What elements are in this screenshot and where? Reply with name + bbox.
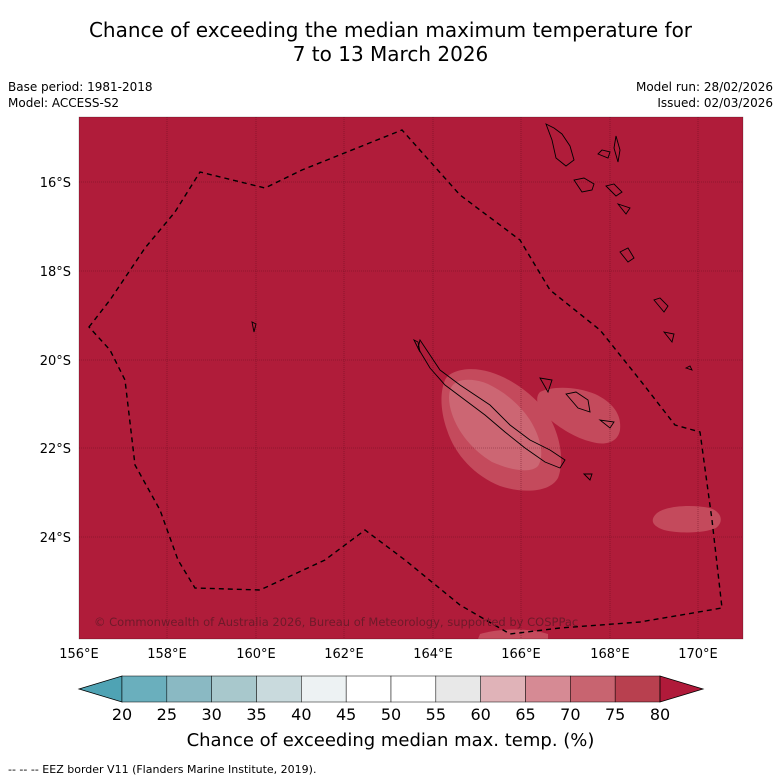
model-name: Model: ACCESS-S2 [8, 96, 120, 110]
colorbar-tick-label: 60 [470, 705, 490, 724]
colorbar-segment [480, 675, 526, 703]
colorbar-segment [614, 675, 661, 703]
colorbar-segment [256, 675, 302, 703]
longitude-labels: 156°E 158°E 160°E 162°E 164°E 166°E 168°… [59, 647, 718, 662]
probability-patches [441, 369, 721, 639]
colorbar-segment [570, 675, 616, 703]
title-line-2: 7 to 13 March 2026 [292, 42, 489, 66]
colorbar-tick-label: 55 [426, 705, 446, 724]
colorbar-extend-low [77, 675, 123, 703]
colorbar-tick-label: 30 [201, 705, 221, 724]
colorbar-segment [390, 675, 437, 703]
lon-tick: 162°E [324, 647, 364, 662]
colorbar-tick-label: 35 [246, 705, 266, 724]
colorbar-segment [121, 675, 168, 703]
colorbar-extend-high [659, 675, 705, 703]
lon-tick: 166°E [501, 647, 541, 662]
colorbar-tick-label: 20 [112, 705, 132, 724]
meta-right: Model run: 28/02/2026 Issued: 02/03/2026 [636, 79, 773, 111]
lon-tick: 160°E [236, 647, 276, 662]
colorbar-tick-label: 75 [605, 705, 625, 724]
lat-tick: 18°S [40, 265, 71, 280]
meta-left: Base period: 1981-2018 Model: ACCESS-S2 [8, 79, 153, 111]
model-run: Model run: 28/02/2026 [635, 80, 773, 94]
lat-tick: 22°S [40, 442, 71, 457]
colorbar-segment [435, 675, 481, 703]
base-period: Base period: 1981-2018 [8, 80, 153, 94]
colorbar: 20 25 30 35 40 45 50 55 60 65 70 75 80 [77, 675, 705, 724]
lon-tick: 158°E [147, 647, 187, 662]
coastlines [251, 123, 693, 481]
lat-tick: 16°S [40, 176, 71, 191]
colorbar-title: Chance of exceeding median max. temp. (%… [186, 730, 595, 751]
colorbar-tick-label: 70 [560, 705, 580, 724]
lon-tick: 164°E [413, 647, 453, 662]
eez-footnote: -- -- -- EEZ border V11 (Flanders Marine… [8, 763, 317, 776]
colorbar-tick-label: 80 [650, 705, 670, 724]
lon-tick: 168°E [590, 647, 630, 662]
lon-tick: 156°E [59, 647, 99, 662]
map-frame [78, 116, 744, 640]
colorbar-segment [525, 675, 571, 703]
colorbar-tick-label: 65 [515, 705, 535, 724]
colorbar-tick-label: 40 [291, 705, 311, 724]
chart-title: Chance of exceeding the median maximum t… [0, 18, 781, 66]
colorbar-segment [166, 675, 212, 703]
eez-border [88, 129, 723, 635]
lat-tick: 24°S [40, 531, 71, 546]
graticule [79, 117, 743, 639]
issued-date: Issued: 02/03/2026 [657, 96, 773, 110]
latitude-labels: 16°S 18°S 20°S 22°S 24°S [40, 176, 71, 546]
copyright-notice: © Commonwealth of Australia 2026, Bureau… [94, 615, 578, 629]
lon-tick: 170°E [678, 647, 718, 662]
colorbar-segment [301, 675, 347, 703]
lat-tick: 20°S [40, 354, 71, 369]
colorbar-segment [345, 675, 392, 703]
colorbar-tick-label: 25 [157, 705, 177, 724]
map-area [79, 117, 743, 639]
colorbar-tick-label: 45 [336, 705, 356, 724]
colorbar-tick-label: 50 [381, 705, 401, 724]
title-line-1: Chance of exceeding the median maximum t… [88, 18, 693, 42]
colorbar-segment [211, 675, 257, 703]
